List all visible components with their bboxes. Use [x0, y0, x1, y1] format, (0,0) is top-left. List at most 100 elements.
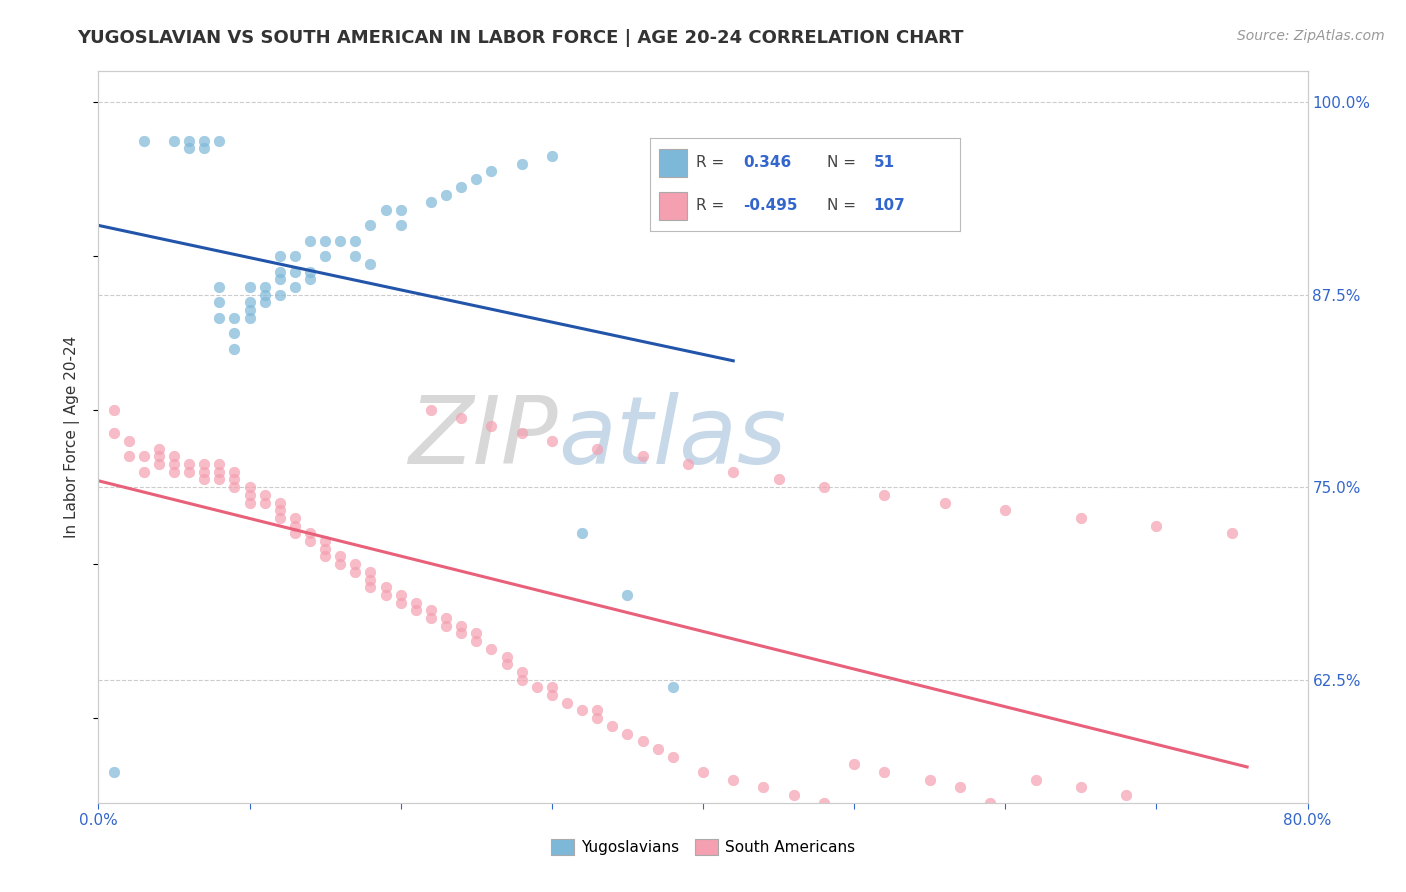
Point	[224, 472, 246, 486]
Point	[239, 480, 262, 494]
Point	[631, 734, 654, 748]
Point	[344, 557, 367, 571]
Point	[510, 157, 533, 171]
Point	[420, 603, 443, 617]
Point	[253, 495, 276, 509]
Point	[510, 426, 533, 441]
Point	[193, 141, 215, 155]
Point	[329, 549, 352, 564]
Point	[118, 434, 141, 448]
Point	[692, 764, 714, 779]
Point	[269, 264, 291, 278]
Point	[253, 488, 276, 502]
Point	[224, 465, 246, 479]
Point	[540, 688, 562, 702]
Point	[647, 742, 669, 756]
Point	[239, 495, 262, 509]
Point	[208, 457, 231, 471]
Point	[465, 626, 488, 640]
Point	[374, 588, 396, 602]
Point	[586, 703, 609, 717]
Point	[434, 187, 457, 202]
Point	[148, 450, 170, 464]
Point	[314, 249, 336, 263]
Point	[132, 450, 155, 464]
Point	[224, 310, 246, 325]
Point	[329, 557, 352, 571]
Point	[208, 310, 231, 325]
Point	[374, 580, 396, 594]
Point	[299, 272, 322, 286]
Point	[434, 611, 457, 625]
Point	[193, 457, 215, 471]
Point	[239, 295, 262, 310]
Legend: Yugoslavians, South Americans: Yugoslavians, South Americans	[544, 833, 862, 861]
Point	[344, 234, 367, 248]
Point	[450, 618, 472, 632]
Point	[329, 234, 352, 248]
Point	[510, 673, 533, 687]
Point	[163, 457, 186, 471]
Point	[631, 450, 654, 464]
Point	[360, 580, 382, 594]
Point	[284, 526, 307, 541]
Point	[918, 772, 941, 787]
Point	[420, 611, 443, 625]
Point	[179, 457, 201, 471]
Text: YUGOSLAVIAN VS SOUTH AMERICAN IN LABOR FORCE | AGE 20-24 CORRELATION CHART: YUGOSLAVIAN VS SOUTH AMERICAN IN LABOR F…	[77, 29, 965, 46]
Point	[360, 573, 382, 587]
Point	[1024, 772, 1046, 787]
Y-axis label: In Labor Force | Age 20-24: In Labor Force | Age 20-24	[63, 336, 80, 538]
Text: R =: R =	[696, 155, 730, 170]
Point	[571, 526, 593, 541]
Point	[269, 249, 291, 263]
Point	[299, 526, 322, 541]
Point	[450, 410, 472, 425]
Point	[224, 342, 246, 356]
Point	[540, 681, 562, 695]
Point	[389, 588, 412, 602]
Point	[465, 634, 488, 648]
Point	[495, 649, 517, 664]
Point	[314, 541, 336, 556]
Point	[269, 503, 291, 517]
FancyBboxPatch shape	[659, 149, 688, 177]
Text: 51: 51	[873, 155, 894, 170]
Point	[239, 280, 262, 294]
Text: -0.495: -0.495	[742, 198, 797, 212]
Point	[269, 511, 291, 525]
Point	[481, 641, 503, 656]
Point	[253, 295, 276, 310]
Point	[752, 780, 775, 795]
Point	[224, 480, 246, 494]
Point	[269, 287, 291, 301]
Point	[132, 134, 155, 148]
Point	[434, 618, 457, 632]
Point	[405, 603, 427, 617]
Point	[314, 234, 336, 248]
Point	[360, 565, 382, 579]
Point	[299, 534, 322, 549]
Point	[118, 450, 141, 464]
Text: atlas: atlas	[558, 392, 786, 483]
Point	[389, 219, 412, 233]
Text: ZIP: ZIP	[408, 392, 558, 483]
Point	[586, 711, 609, 725]
Point	[284, 511, 307, 525]
Point	[420, 403, 443, 417]
Point	[163, 465, 186, 479]
Text: 107: 107	[873, 198, 905, 212]
Point	[661, 749, 683, 764]
Point	[148, 442, 170, 456]
Point	[299, 234, 322, 248]
Point	[239, 310, 262, 325]
Point	[132, 465, 155, 479]
Point	[465, 172, 488, 186]
Point	[873, 764, 896, 779]
Point	[676, 457, 699, 471]
Point	[284, 280, 307, 294]
Point	[374, 202, 396, 217]
Point	[269, 495, 291, 509]
Point	[284, 264, 307, 278]
Point	[481, 418, 503, 433]
